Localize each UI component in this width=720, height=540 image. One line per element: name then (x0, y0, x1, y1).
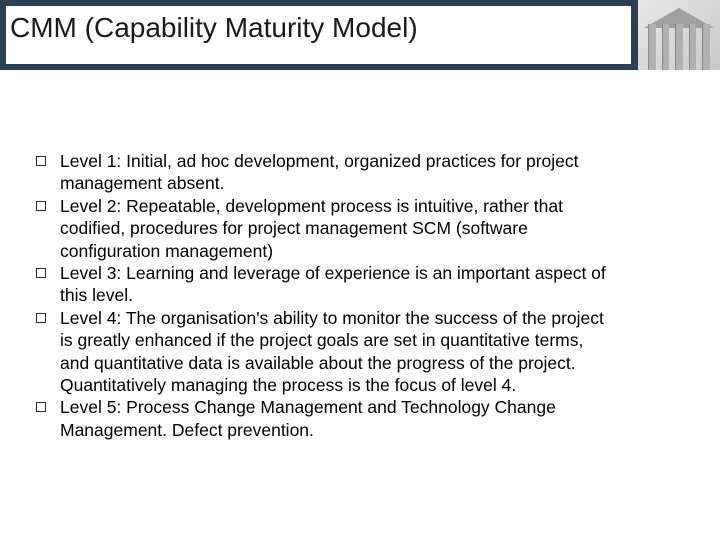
list-item: Level 2: Repeatable, development process… (36, 195, 616, 262)
list-item: Level 5: Process Change Management and T… (36, 396, 616, 441)
square-bullet-icon (36, 156, 46, 166)
square-bullet-icon (36, 313, 46, 323)
square-bullet-icon (36, 201, 46, 211)
list-item-text: Level 1: Initial, ad hoc development, or… (60, 150, 616, 195)
content-area: Level 1: Initial, ad hoc development, or… (36, 150, 616, 441)
bullet-list: Level 1: Initial, ad hoc development, or… (36, 150, 616, 441)
list-item: Level 1: Initial, ad hoc development, or… (36, 150, 616, 195)
list-item-text: Level 2: Repeatable, development process… (60, 195, 616, 262)
square-bullet-icon (36, 402, 46, 412)
square-bullet-icon (36, 268, 46, 278)
building-logo (638, 0, 720, 70)
list-item-text: Level 3: Learning and leverage of experi… (60, 262, 616, 307)
page-title: CMM (Capability Maturity Model) (6, 6, 631, 64)
list-item: Level 3: Learning and leverage of experi… (36, 262, 616, 307)
list-item: Level 4: The organisation's ability to m… (36, 307, 616, 397)
list-item-text: Level 5: Process Change Management and T… (60, 396, 616, 441)
list-item-text: Level 4: The organisation's ability to m… (60, 307, 616, 397)
